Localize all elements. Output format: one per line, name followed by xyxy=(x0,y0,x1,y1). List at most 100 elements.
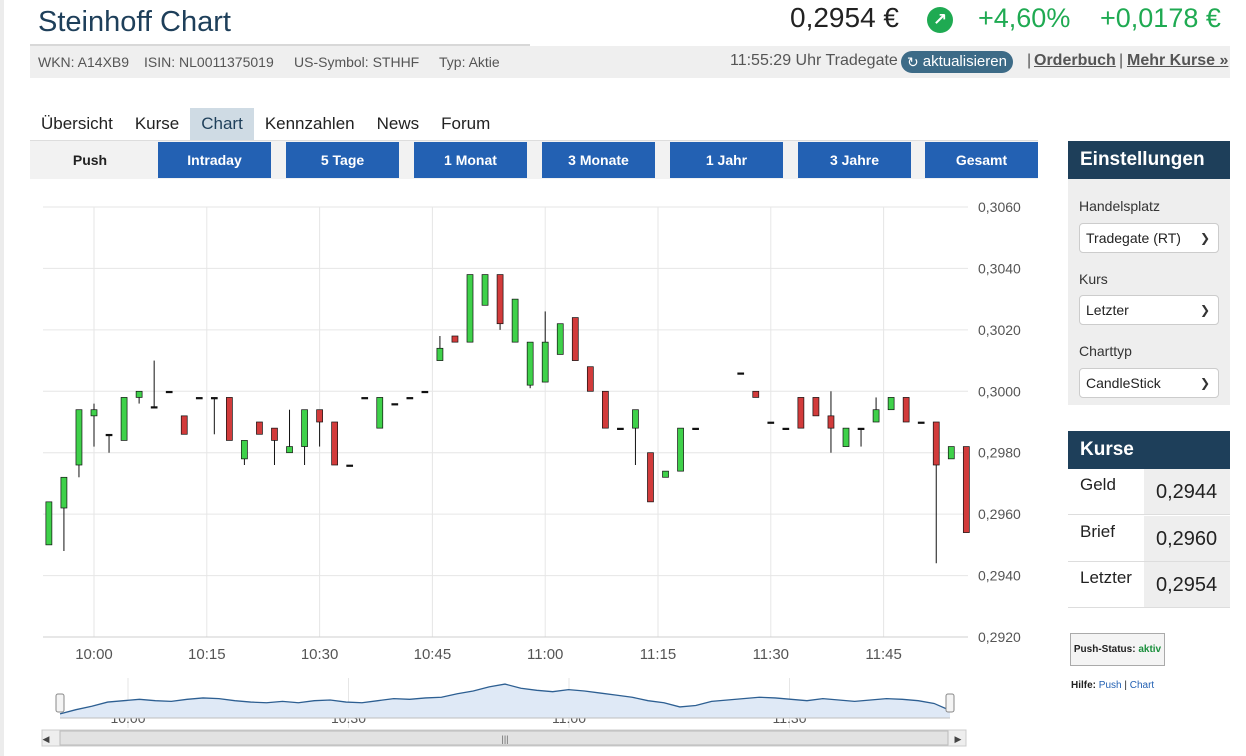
candle-body xyxy=(346,464,354,467)
candle-body xyxy=(301,409,308,447)
candle-body xyxy=(496,274,504,325)
tab-kennzahlen[interactable]: Kennzahlen xyxy=(264,114,355,133)
candle xyxy=(376,397,384,429)
candle-body xyxy=(842,427,850,447)
type-text: Typ: Aktie xyxy=(439,54,500,70)
y-tick-label: 0,2920 xyxy=(978,629,1021,645)
x-tick-label: 10:00 xyxy=(75,646,113,663)
range-push-button[interactable]: Push xyxy=(72,152,108,168)
charttyp-value: CandleStick xyxy=(1086,375,1161,391)
candle-body xyxy=(752,390,760,398)
tab-forum[interactable]: Forum xyxy=(441,114,491,133)
charttyp-select[interactable]: CandleStick ❯ xyxy=(1079,368,1219,398)
candle xyxy=(481,274,489,306)
help-separator: | xyxy=(1124,680,1127,691)
separator: | xyxy=(1119,52,1124,69)
candle-body xyxy=(376,397,384,429)
candle xyxy=(316,409,323,447)
x-tick-label: 11:30 xyxy=(753,646,789,663)
candle xyxy=(541,311,549,383)
tab-uebersicht[interactable]: Übersicht xyxy=(41,114,113,133)
candle-body xyxy=(872,409,880,423)
candle-body xyxy=(662,470,669,478)
y-tick-label: 0,2960 xyxy=(978,506,1021,522)
wkn-text: WKN: A14XB9 xyxy=(38,54,130,70)
navigator-line xyxy=(59,683,951,715)
candle-body xyxy=(331,421,338,466)
x-tick-label: 10:15 xyxy=(188,646,226,663)
orderbuch-link[interactable]: Orderbuch xyxy=(1034,52,1116,69)
main-tabs: Übersicht Kurse Chart Kennzahlen News Fo… xyxy=(30,108,501,146)
candle xyxy=(932,421,940,564)
mehr-kurse-link[interactable]: Mehr Kurse » xyxy=(1127,52,1229,69)
range-1-jahr-button[interactable]: 1 Jahr xyxy=(670,142,783,178)
candle-body xyxy=(632,409,639,429)
candle-body xyxy=(271,427,278,441)
candle xyxy=(241,440,248,465)
candle-body xyxy=(647,452,654,503)
candle xyxy=(120,397,128,441)
candle-body xyxy=(451,335,459,343)
candle xyxy=(346,464,354,467)
candle xyxy=(902,397,910,423)
x-tick-label: 11:15 xyxy=(640,646,676,663)
candle-body xyxy=(692,427,699,430)
arrow-up-right-icon: ↗ xyxy=(927,7,953,33)
candle xyxy=(451,335,459,343)
candle xyxy=(662,470,669,478)
help-chart-link[interactable]: Chart xyxy=(1129,680,1155,691)
y-tick-label: 0,3020 xyxy=(978,322,1021,338)
candle-body xyxy=(571,317,579,361)
range-3-monate-button[interactable]: 3 Monate xyxy=(542,142,655,178)
refresh-button[interactable]: ↻ aktualisieren xyxy=(901,51,1013,73)
tab-chart[interactable]: Chart xyxy=(190,108,254,146)
candle-body xyxy=(421,390,429,394)
tab-kurse[interactable]: Kurse xyxy=(134,114,180,133)
candle xyxy=(331,421,338,466)
help-push-link[interactable]: Push xyxy=(1098,680,1122,691)
kurs-select[interactable]: Letzter ❯ xyxy=(1079,295,1219,325)
x-tick-label: 11:00 xyxy=(527,646,563,663)
candle xyxy=(165,390,173,394)
push-status-label: Push-Status: xyxy=(1073,644,1136,655)
current-price: 0,2954 € xyxy=(790,2,899,33)
candle-body xyxy=(526,341,534,386)
candle xyxy=(632,409,639,465)
kurse-row-letzter: Letzter 0,2954 xyxy=(1068,562,1230,608)
candle-body xyxy=(586,366,594,392)
candle xyxy=(210,397,218,435)
title-divider xyxy=(30,44,530,46)
candle xyxy=(872,397,880,423)
page-title: Steinhoff Chart xyxy=(38,6,231,38)
candle-body xyxy=(135,390,143,398)
candle xyxy=(105,433,113,453)
candle xyxy=(60,476,68,551)
candle xyxy=(226,397,233,441)
candle-body xyxy=(195,397,203,400)
candle xyxy=(692,427,699,430)
candle xyxy=(947,446,955,460)
range-gesamt-button[interactable]: Gesamt xyxy=(925,142,1038,178)
candle-body xyxy=(165,390,173,394)
candle xyxy=(812,397,820,417)
candle xyxy=(511,298,519,343)
candle-body xyxy=(436,347,444,361)
range-1-monat-button[interactable]: 1 Monat xyxy=(414,142,527,178)
tab-news[interactable]: News xyxy=(376,114,420,133)
range-intraday-button[interactable]: Intraday xyxy=(158,142,271,178)
range-3-jahre-button[interactable]: 3 Jahre xyxy=(798,142,911,178)
y-tick-label: 0,3060 xyxy=(978,199,1021,215)
handelsplatz-select[interactable]: Tradegate (RT) ❯ xyxy=(1079,223,1219,253)
charttyp-label: Charttyp xyxy=(1079,343,1132,359)
candle xyxy=(767,421,775,424)
change-percent: +4,60% xyxy=(978,3,1071,33)
us-symbol-text: US-Symbol: STHHF xyxy=(294,54,420,70)
y-tick-label: 0,2980 xyxy=(978,445,1021,461)
range-5-tage-button[interactable]: 5 Tage xyxy=(286,142,399,178)
candle-body xyxy=(827,415,835,429)
candlestick-chart[interactable]: 0,2920 0,2940 0,2960 0,2980 0,3000 0,3020 0,30… xyxy=(0,185,1040,670)
candle xyxy=(90,403,98,447)
kurse-label: Geld xyxy=(1080,475,1116,494)
refresh-label: aktualisieren xyxy=(922,53,1007,70)
